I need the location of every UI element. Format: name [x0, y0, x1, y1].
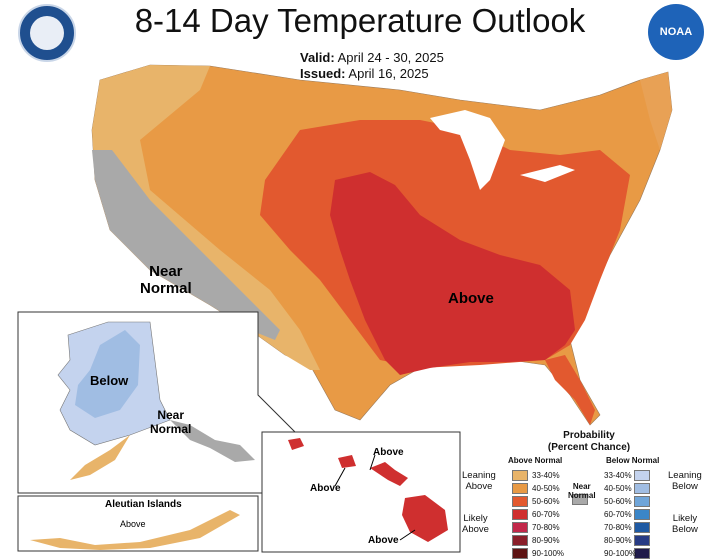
- conus-above-label: Above: [448, 290, 494, 307]
- legend-below-swatch-6: [634, 548, 650, 559]
- probability-legend: Probability (Percent Chance) Above Normal…: [458, 428, 720, 559]
- legend-above-label-2: 50-60%: [532, 497, 560, 506]
- legend-below-label-2: 50-60%: [604, 497, 632, 506]
- legend-title: Probability (Percent Chance): [547, 430, 631, 453]
- legend-leaning-below: Leaning Below: [668, 470, 702, 492]
- valid-dates: Valid: April 24 - 30, 2025: [300, 50, 444, 65]
- alaska-near-normal-panhandle: [170, 420, 255, 462]
- legend-below-label-3: 60-70%: [604, 510, 632, 519]
- legend-above-swatch-1: [512, 483, 528, 494]
- legend-above-label-3: 60-70%: [532, 510, 560, 519]
- legend-above-label-0: 33-40%: [532, 471, 560, 480]
- hawaii-above-label-1: Above: [373, 447, 404, 458]
- legend-above-label-6: 90-100%: [532, 549, 565, 558]
- legend-above-header: Above Normal: [508, 456, 563, 465]
- legend-below-swatch-0: [634, 470, 650, 481]
- conus-near-normal-label: Near Normal: [140, 263, 192, 297]
- aleutian-inset: [17, 495, 259, 552]
- alaska-40-50-below: [75, 330, 140, 418]
- legend-below-swatch-3: [634, 509, 650, 520]
- legend-below-swatch-4: [634, 522, 650, 533]
- legend-near-normal-label: Near Normal: [568, 482, 596, 500]
- legend-above-label-1: 40-50%: [532, 484, 560, 493]
- hawaii-island-big: [402, 495, 448, 542]
- legend-below-label-0: 33-40%: [604, 471, 632, 480]
- conus-60-70-region: [330, 172, 575, 375]
- florida-region: [545, 355, 595, 425]
- legend-near-normal-swatch: [572, 494, 588, 505]
- alaska-near-normal-label: Near Normal: [150, 408, 192, 436]
- conus-near-normal-region: [92, 150, 280, 340]
- legend-above-swatch-6: [512, 548, 528, 559]
- legend-above-label-5: 80-90%: [532, 536, 560, 545]
- legend-below-swatch-1: [634, 483, 650, 494]
- hawaii-island-maui: [370, 462, 408, 486]
- legend-below-swatch-5: [634, 535, 650, 546]
- issued-date: Issued: April 16, 2025: [300, 66, 429, 81]
- legend-above-swatch-5: [512, 535, 528, 546]
- legend-likely-below: Likely Below: [672, 513, 698, 535]
- lake-erie: [520, 165, 575, 182]
- northeast-light-region: [640, 72, 672, 150]
- conus-33-40-region: [92, 65, 320, 370]
- hawaii-above-label-2: Above: [310, 483, 341, 494]
- great-lakes: [430, 110, 505, 190]
- noaa-logo-icon: NOAA: [648, 4, 704, 60]
- legend-below-swatch-2: [634, 496, 650, 507]
- legend-above-label-4: 70-80%: [532, 523, 560, 532]
- legend-below-label-1: 40-50%: [604, 484, 632, 493]
- page-title: 8-14 Day Temperature Outlook: [134, 2, 586, 39]
- aleutian-title: Aleutian Islands: [105, 499, 182, 510]
- hawaii-island-oahu: [338, 455, 356, 468]
- aleutian-islands-above: [30, 510, 240, 550]
- hawaii-inset: [261, 431, 461, 553]
- alaska-peninsula-above: [70, 435, 130, 480]
- legend-above-swatch-0: [512, 470, 528, 481]
- legend-above-swatch-4: [512, 522, 528, 533]
- hawaii-island-kauai: [288, 438, 304, 450]
- legend-likely-above: Likely Above: [462, 513, 489, 535]
- department-of-commerce-seal-icon: [18, 4, 76, 62]
- hawaii-above-label-3: Above: [368, 535, 399, 546]
- legend-above-swatch-2: [512, 496, 528, 507]
- legend-above-swatch-3: [512, 509, 528, 520]
- legend-below-header: Below Normal: [606, 456, 660, 465]
- alaska-inset: [17, 311, 301, 494]
- legend-below-label-6: 90-100%: [604, 549, 637, 558]
- aleutian-above-label: Above: [120, 519, 146, 529]
- legend-leaning-above: Leaning Above: [462, 470, 496, 492]
- legend-below-label-5: 80-90%: [604, 536, 632, 545]
- legend-below-label-4: 70-80%: [604, 523, 632, 532]
- alaska-below-label: Below: [90, 373, 129, 388]
